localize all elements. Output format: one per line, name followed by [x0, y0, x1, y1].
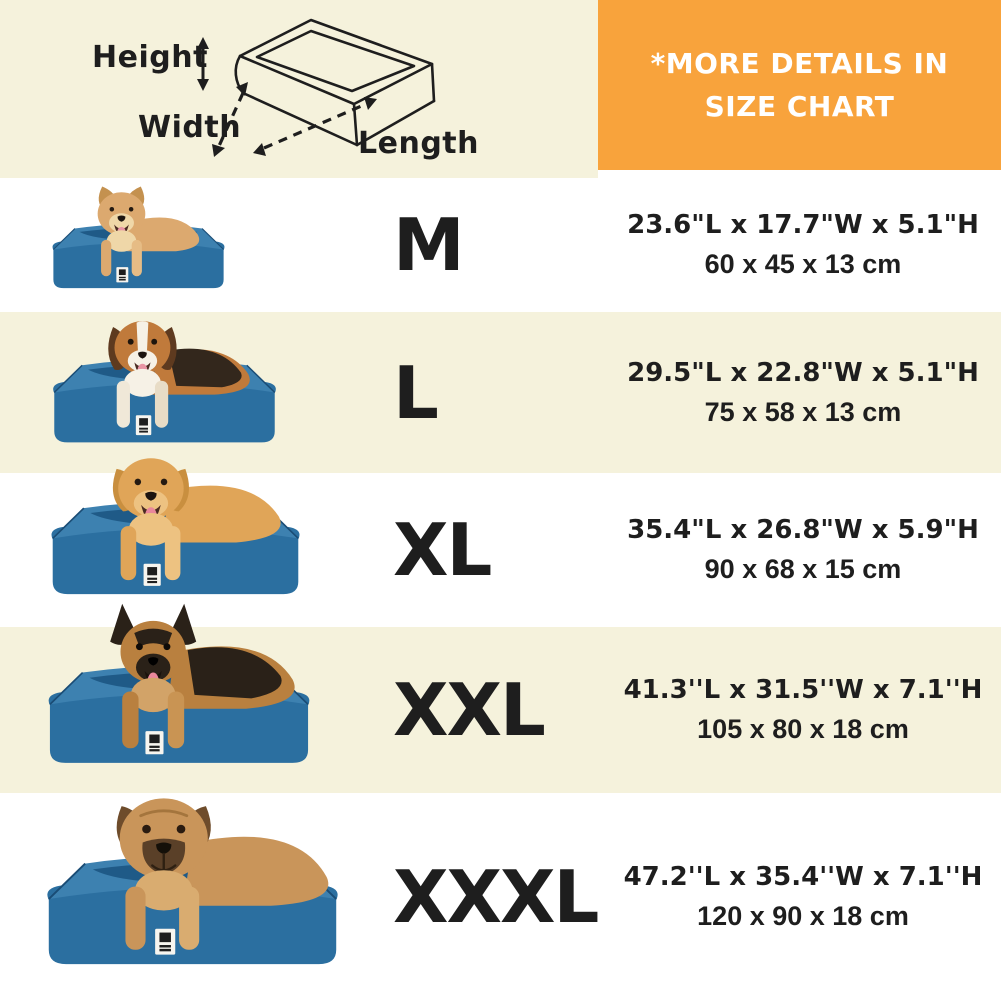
size-label: M	[393, 203, 465, 287]
size-row-xxxl: XXXL 47.2''L x 35.4''W x 7.1''H 120 x 90…	[0, 793, 1001, 1001]
dimensions-inches: 47.2''L x 35.4''W x 7.1''H	[623, 862, 983, 892]
dimensions-cm: 90 x 68 x 15 cm	[704, 554, 902, 584]
size-row-xl: XL 35.4"L x 26.8"W x 5.9"H 90 x 68 x 15 …	[0, 458, 1001, 627]
width-label: Width	[138, 110, 242, 145]
german-shepherd-on-bed-illustration	[48, 603, 310, 763]
mastiff	[116, 798, 329, 950]
golden-retriever-on-bed-illustration	[51, 458, 300, 595]
dimensions-cm: 105 x 80 x 18 cm	[697, 714, 909, 744]
french-bulldog-on-bed-illustration	[52, 186, 225, 289]
dimensions-inches: 23.6"L x 17.7"W x 5.1"H	[627, 210, 979, 240]
size-chart-banner: *MORE DETAILS IN SIZE CHART	[598, 0, 1001, 170]
height-arrow	[197, 37, 209, 91]
brand-tag	[135, 415, 152, 436]
length-arrow	[253, 97, 377, 156]
golden-retriever	[112, 458, 281, 581]
height-label: Height	[92, 40, 208, 75]
length-label: Length	[358, 126, 479, 161]
dimensions: 29.5"L x 22.8"W x 5.1"H 75 x 58 x 13 cm	[605, 312, 1001, 473]
dimensions: 35.4"L x 26.8"W x 5.9"H 90 x 68 x 15 cm	[605, 473, 1001, 627]
dimensions: 41.3''L x 31.5''W x 7.1''H 105 x 80 x 18…	[605, 627, 1001, 793]
banner-line1: *MORE DETAILS IN	[650, 46, 949, 80]
width-arrow	[212, 82, 248, 157]
dog-photo-golden-retriever	[0, 458, 360, 627]
dimensions: 47.2''L x 35.4''W x 7.1''H 120 x 90 x 18…	[605, 793, 1001, 1001]
mastiff-on-bed-illustration	[47, 798, 338, 965]
french-bulldog	[97, 186, 200, 277]
banner-line2: SIZE CHART	[704, 90, 895, 123]
bed-outline-drawing	[197, 18, 436, 157]
brand-tag	[145, 731, 164, 755]
dog-photo-mastiff	[0, 793, 360, 1001]
dog-photo-german-shepherd	[0, 603, 360, 793]
dog-photo-beagle	[0, 312, 360, 473]
size-label: L	[393, 350, 439, 435]
bed-dimensions-diagram: Height Width Length	[0, 0, 598, 178]
brand-tag	[143, 563, 161, 586]
beagle	[108, 321, 250, 428]
dimensions-inches: 41.3''L x 31.5''W x 7.1''H	[623, 675, 983, 705]
dimensions-inches: 35.4"L x 26.8"W x 5.9"H	[627, 515, 979, 545]
size-label: XXL	[393, 668, 546, 752]
german-shepherd	[110, 603, 295, 749]
size-row-m: M 23.6"L x 17.7"W x 5.1"H 60 x 45 x 13 c…	[0, 178, 1001, 312]
size-row-l: L 29.5"L x 22.8"W x 5.1"H 75 x 58 x 13 c…	[0, 312, 1001, 473]
dimensions: 23.6"L x 17.7"W x 5.1"H 60 x 45 x 13 cm	[605, 178, 1001, 312]
size-label: XXXL	[393, 855, 599, 939]
header: Height Width Length *MORE DETAILS IN SIZ…	[0, 0, 1001, 178]
brand-tag	[116, 267, 129, 283]
brand-tag	[155, 928, 176, 955]
dimensions-cm: 75 x 58 x 13 cm	[704, 396, 902, 427]
size-label: XL	[393, 508, 492, 592]
beagle-on-bed-illustration	[53, 321, 276, 443]
dog-photo-french-bulldog	[0, 178, 360, 312]
size-row-xxl: XXL 41.3''L x 31.5''W x 7.1''H 105 x 80 …	[0, 603, 1001, 793]
dimensions-inches: 29.5"L x 22.8"W x 5.1"H	[627, 357, 979, 388]
dimensions-cm: 60 x 45 x 13 cm	[704, 249, 902, 279]
dimensions-cm: 120 x 90 x 18 cm	[697, 901, 909, 931]
